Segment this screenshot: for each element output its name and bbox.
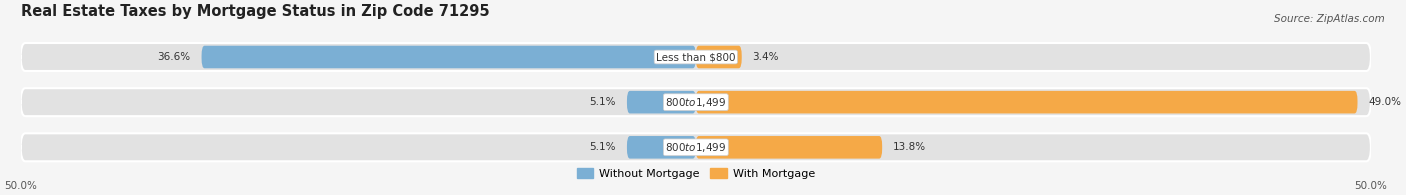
Text: 13.8%: 13.8% [893,142,927,152]
FancyBboxPatch shape [21,88,1371,116]
FancyBboxPatch shape [627,136,696,159]
Text: 5.1%: 5.1% [589,97,616,107]
FancyBboxPatch shape [201,46,696,68]
Text: 3.4%: 3.4% [752,52,779,62]
FancyBboxPatch shape [696,46,742,68]
Text: Less than $800: Less than $800 [657,52,735,62]
FancyBboxPatch shape [696,91,1358,113]
Text: $800 to $1,499: $800 to $1,499 [665,96,727,109]
Text: Real Estate Taxes by Mortgage Status in Zip Code 71295: Real Estate Taxes by Mortgage Status in … [21,4,489,19]
Text: 5.1%: 5.1% [589,142,616,152]
FancyBboxPatch shape [627,91,696,113]
Text: $800 to $1,499: $800 to $1,499 [665,141,727,154]
FancyBboxPatch shape [21,43,1371,71]
FancyBboxPatch shape [696,136,882,159]
FancyBboxPatch shape [21,133,1371,161]
Text: 49.0%: 49.0% [1368,97,1402,107]
Text: 36.6%: 36.6% [157,52,191,62]
Legend: Without Mortgage, With Mortgage: Without Mortgage, With Mortgage [572,164,820,183]
Text: Source: ZipAtlas.com: Source: ZipAtlas.com [1274,14,1385,24]
